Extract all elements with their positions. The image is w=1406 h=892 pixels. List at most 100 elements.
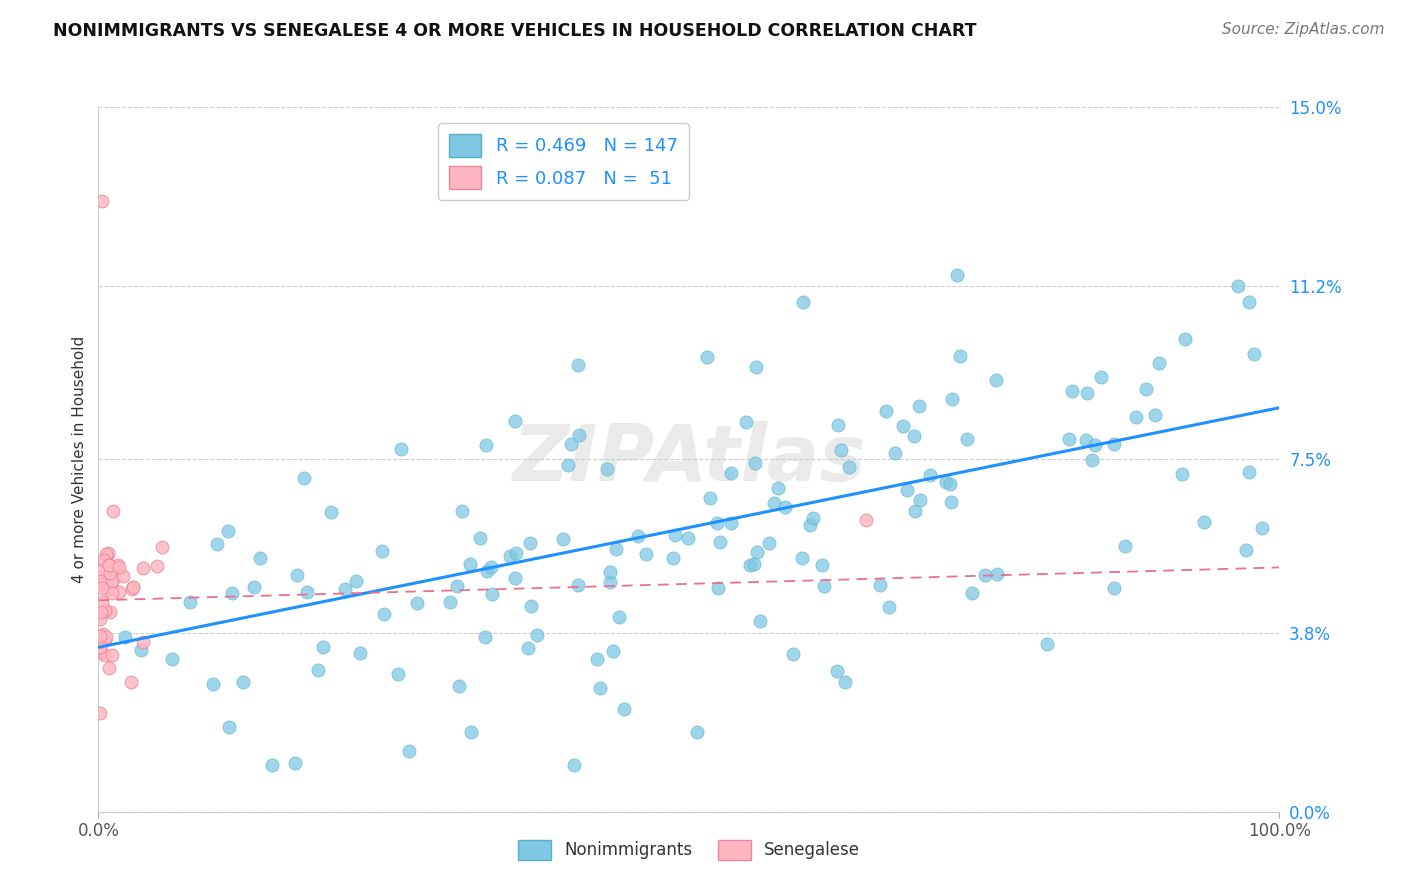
Senegalese [90,629,112,643]
Senegalese [94,547,117,561]
Nonimmigrants [627,529,650,543]
Senegalese [91,194,114,208]
Nonimmigrants [406,596,429,610]
Senegalese [93,552,115,566]
Nonimmigrants [389,442,412,456]
Nonimmigrants [567,358,589,372]
Nonimmigrants [567,578,589,592]
Nonimmigrants [605,542,627,557]
Nonimmigrants [519,536,541,550]
Nonimmigrants [243,580,266,594]
Nonimmigrants [479,559,502,574]
Nonimmigrants [792,295,814,310]
Nonimmigrants [349,646,371,660]
Senegalese [100,586,122,600]
Nonimmigrants [503,414,526,428]
Senegalese [94,603,117,617]
Nonimmigrants [938,477,960,491]
Nonimmigrants [773,500,796,514]
Nonimmigrants [481,587,503,601]
Nonimmigrants [956,432,979,446]
Senegalese [121,580,143,594]
Nonimmigrants [292,471,315,485]
Senegalese [101,648,124,662]
Nonimmigrants [1147,356,1170,370]
Nonimmigrants [599,575,621,590]
Nonimmigrants [662,551,685,566]
Nonimmigrants [218,719,240,733]
Nonimmigrants [287,568,309,582]
Nonimmigrants [790,551,813,566]
Nonimmigrants [747,545,769,559]
Nonimmigrants [557,458,579,473]
Senegalese [150,540,173,554]
Nonimmigrants [946,268,969,282]
Nonimmigrants [1144,408,1167,422]
Senegalese [132,634,155,648]
Nonimmigrants [744,456,766,470]
Senegalese [90,595,112,609]
Senegalese [93,648,115,662]
Senegalese [111,569,134,583]
Nonimmigrants [1251,520,1274,534]
Senegalese [89,640,111,655]
Nonimmigrants [371,544,394,558]
Senegalese [101,504,124,518]
Nonimmigrants [560,437,582,451]
Senegalese [89,706,111,720]
Nonimmigrants [634,547,657,561]
Legend: Nonimmigrants, Senegalese: Nonimmigrants, Senegalese [510,833,868,867]
Senegalese [120,675,142,690]
Senegalese [89,574,111,588]
Nonimmigrants [903,429,925,443]
Nonimmigrants [908,399,931,413]
Nonimmigrants [474,438,496,452]
Senegalese [96,549,118,563]
Senegalese [97,582,120,596]
Nonimmigrants [451,504,474,518]
Nonimmigrants [526,628,548,642]
Nonimmigrants [984,372,1007,386]
Nonimmigrants [699,491,721,505]
Nonimmigrants [1102,437,1125,451]
Nonimmigrants [516,640,538,655]
Nonimmigrants [284,756,307,771]
Nonimmigrants [720,516,742,530]
Senegalese [90,646,112,660]
Nonimmigrants [260,757,283,772]
Nonimmigrants [333,582,356,597]
Nonimmigrants [707,581,730,595]
Senegalese [108,560,131,574]
Nonimmigrants [249,551,271,566]
Nonimmigrants [709,535,731,549]
Nonimmigrants [782,647,804,661]
Nonimmigrants [696,350,718,364]
Nonimmigrants [232,675,254,690]
Nonimmigrants [613,701,636,715]
Senegalese [101,560,124,574]
Nonimmigrants [568,427,591,442]
Nonimmigrants [1060,384,1083,398]
Nonimmigrants [720,467,742,481]
Senegalese [94,604,117,618]
Senegalese [97,661,120,675]
Nonimmigrants [586,652,609,666]
Nonimmigrants [477,564,499,578]
Nonimmigrants [896,483,918,498]
Nonimmigrants [935,475,957,489]
Nonimmigrants [468,531,491,545]
Nonimmigrants [307,664,329,678]
Nonimmigrants [1234,543,1257,558]
Nonimmigrants [217,524,239,538]
Nonimmigrants [875,404,897,418]
Senegalese [97,558,120,573]
Nonimmigrants [1090,370,1112,384]
Nonimmigrants [706,516,728,530]
Nonimmigrants [799,517,821,532]
Nonimmigrants [499,549,522,564]
Senegalese [100,574,122,588]
Nonimmigrants [884,445,907,459]
Nonimmigrants [201,677,224,691]
Nonimmigrants [869,578,891,592]
Senegalese [108,585,131,599]
